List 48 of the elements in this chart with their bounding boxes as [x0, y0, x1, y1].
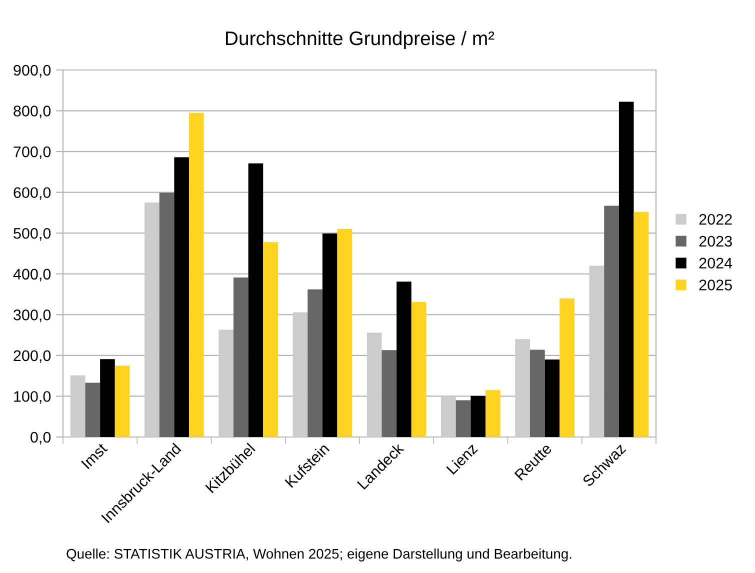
legend-label: 2023: [699, 236, 732, 247]
bar: [233, 278, 248, 437]
legend-label: 2022: [699, 214, 732, 225]
y-tick-label: 400,0: [13, 268, 51, 282]
bar: [396, 282, 412, 437]
bar: [634, 212, 649, 437]
bar: [618, 102, 634, 437]
bar: [486, 390, 500, 437]
bar: [218, 330, 234, 437]
y-tick-label: 100,0: [14, 391, 51, 404]
bar: [544, 360, 560, 437]
bar: [456, 400, 471, 437]
y-tick-label: 900,0: [14, 64, 51, 78]
y-tick-label: 600,0: [14, 187, 51, 200]
bar: [411, 302, 426, 437]
bar: [114, 366, 130, 437]
y-tick-label: 300,0: [14, 310, 51, 322]
bar: [515, 339, 530, 437]
bar: [604, 206, 619, 437]
bar: [441, 396, 456, 437]
source-note: Quelle: STATISTIK AUSTRIA, Wohnen 2025; eigene Darstellung und Bearbeitung.: [66, 548, 572, 562]
bar: [174, 157, 190, 437]
bar: [530, 350, 545, 437]
bar: [159, 192, 174, 437]
y-tick-label: 0,0: [30, 432, 51, 444]
bar: [292, 312, 308, 437]
bar: [189, 112, 204, 437]
y-tick-label: 500,0: [14, 228, 51, 241]
bar: [308, 289, 322, 437]
bar: [248, 163, 264, 437]
legend-label: 2025: [699, 280, 732, 290]
bar: [366, 332, 382, 437]
y-tick-label: 200,0: [14, 350, 51, 363]
bar: [382, 350, 397, 437]
bar: [470, 396, 486, 437]
bar: [263, 242, 278, 437]
legend-label: 2024: [699, 258, 732, 269]
bar: [144, 202, 160, 437]
bar: [560, 298, 574, 437]
bar: [589, 266, 604, 437]
bar: [85, 382, 100, 437]
chart-title: Durchschnitte Grundpreise / m²: [226, 30, 494, 50]
bar: [337, 229, 352, 437]
bar: [322, 234, 338, 437]
y-tick-label: 700,0: [14, 146, 51, 160]
y-tick-label: 800,0: [14, 106, 51, 118]
bar: [70, 375, 86, 437]
bar: [100, 359, 115, 437]
